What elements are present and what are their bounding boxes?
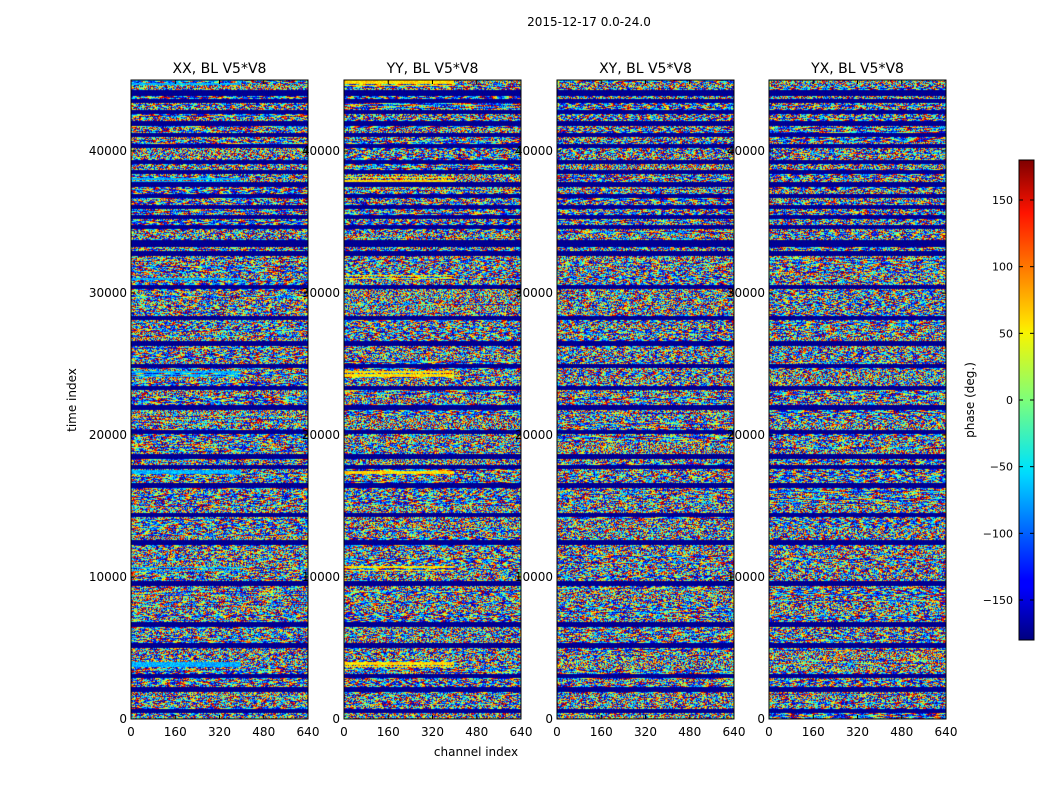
figure-title: 2015-12-17 0.0-24.0	[527, 15, 651, 29]
x-tick-label: 160	[802, 725, 825, 739]
colorbar-tick-label: 100	[992, 261, 1013, 274]
y-tick-label: 40000	[727, 144, 765, 158]
x-tick-label: 480	[465, 725, 488, 739]
x-tick-label: 640	[510, 725, 533, 739]
y-tick-label: 10000	[727, 570, 765, 584]
colorbar-tick-label: 0	[1006, 394, 1013, 407]
panel-title: XY, BL V5*V8	[599, 61, 692, 77]
panel-xy: XY, BL V5*V8 0 160 320 480 640 0 10000 20000 3000…	[515, 61, 746, 739]
panel-xx: XX, BL V5*V8 0 160 320 480 640 0 10000 20000 3000…	[89, 61, 320, 739]
y-tick-label: 0	[545, 712, 553, 726]
colorbar-tick-label: 50	[999, 327, 1013, 340]
x-tick-label: 320	[846, 725, 869, 739]
x-tick-label: 0	[553, 725, 561, 739]
y-axis-label: time index	[65, 368, 79, 432]
x-tick-label: 0	[340, 725, 348, 739]
x-tick-label: 320	[421, 725, 444, 739]
y-tick-label: 10000	[89, 570, 127, 584]
y-tick-label: 40000	[302, 144, 340, 158]
heatmap-xy	[557, 80, 734, 719]
heatmap-yx	[769, 80, 946, 719]
y-tick-label: 30000	[515, 286, 553, 300]
y-tick-label: 10000	[515, 570, 553, 584]
y-tick-label: 20000	[727, 428, 765, 442]
x-tick-label: 160	[590, 725, 613, 739]
y-tick-label: 30000	[89, 286, 127, 300]
x-tick-label: 160	[377, 725, 400, 739]
panel-title: XX, BL V5*V8	[173, 61, 267, 77]
x-tick-label: 320	[634, 725, 657, 739]
x-tick-label: 320	[208, 725, 231, 739]
colorbar-tick-label: −150	[983, 594, 1013, 607]
x-tick-label: 480	[890, 725, 913, 739]
heatmap-yy	[344, 80, 521, 719]
x-tick-label: 640	[723, 725, 746, 739]
colorbar-label: phase (deg.)	[963, 362, 977, 438]
x-tick-label: 0	[127, 725, 135, 739]
panel-yy: YY, BL V5*V8 0 160 320 480 640 0 10000 20000 3000…	[302, 61, 533, 739]
x-tick-label: 640	[935, 725, 958, 739]
y-tick-label: 20000	[302, 428, 340, 442]
heatmap-xx	[131, 80, 308, 719]
y-tick-label: 30000	[302, 286, 340, 300]
y-tick-label: 30000	[727, 286, 765, 300]
y-tick-label: 40000	[515, 144, 553, 158]
panels-group: XX, BL V5*V8 0 160 320 480 640 0 10000 20000 3000…	[89, 61, 958, 739]
y-tick-label: 40000	[89, 144, 127, 158]
x-tick-label: 0	[765, 725, 773, 739]
x-tick-label: 480	[252, 725, 275, 739]
y-tick-label: 20000	[89, 428, 127, 442]
y-tick-label: 0	[119, 712, 127, 726]
y-tick-label: 0	[332, 712, 340, 726]
x-axis-label: channel index	[434, 745, 518, 759]
y-tick-label: 20000	[515, 428, 553, 442]
colorbar-ticks: 150 100 50 0 −50 −100 −150	[983, 194, 1034, 607]
colorbar-tick-label: 150	[992, 194, 1013, 207]
colorbar-tick-label: −100	[983, 527, 1013, 540]
x-tick-label: 480	[678, 725, 701, 739]
panel-title: YX, BL V5*V8	[810, 61, 904, 77]
panel-title: YY, BL V5*V8	[386, 61, 479, 77]
y-tick-label: 10000	[302, 570, 340, 584]
panel-yx: YX, BL V5*V8 0 160 320 480 640 0 10000 20000 3000…	[727, 61, 958, 739]
y-tick-label: 0	[757, 712, 765, 726]
x-tick-label: 640	[297, 725, 320, 739]
x-tick-label: 160	[164, 725, 187, 739]
colorbar-tick-label: −50	[990, 461, 1013, 474]
